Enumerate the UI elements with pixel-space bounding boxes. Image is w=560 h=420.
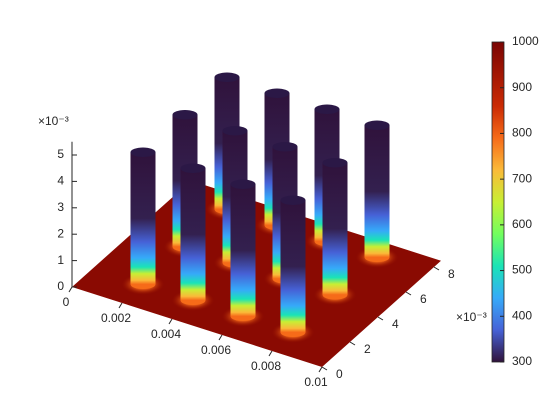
- y-exponent: ×10⁻³: [456, 310, 487, 324]
- z-tick-label: 0: [57, 279, 64, 293]
- colorbar-tick-label: 900: [512, 80, 532, 94]
- x-tick-label: 0.006: [201, 343, 231, 357]
- colorbar-tick-label: 700: [512, 171, 532, 185]
- z-tick-label: 4: [57, 174, 64, 188]
- z-tick-label: 2: [57, 226, 64, 240]
- pin-top: [364, 120, 390, 130]
- y-tick: [321, 366, 328, 371]
- z-tick-label: 1: [57, 253, 64, 267]
- colorbar-tick-label: 1000: [512, 34, 539, 48]
- pin-top: [222, 126, 248, 136]
- colorbar-tick-label: 600: [512, 217, 532, 231]
- x-tick: [118, 302, 123, 309]
- x-tick-label: 0.002: [101, 311, 131, 325]
- x-tick: [218, 334, 223, 341]
- plot-area: [72, 72, 441, 367]
- pin-top: [130, 147, 156, 157]
- pin-top: [172, 110, 198, 120]
- pin-body: [280, 200, 306, 333]
- x-tick-label: 0: [63, 295, 70, 309]
- y-tick-label: 0: [336, 367, 343, 381]
- pin-body: [322, 162, 348, 295]
- x-tick-label: 0.008: [251, 359, 281, 373]
- x-tick-label: 0.01: [304, 375, 328, 389]
- pin: [280, 195, 306, 337]
- y-tick-label: 6: [420, 292, 427, 306]
- y-tick: [405, 291, 412, 296]
- x-tick: [168, 318, 173, 325]
- y-tick-label: 2: [364, 342, 371, 356]
- x-tick: [318, 366, 323, 373]
- colorbar-tick-label: 400: [512, 308, 532, 322]
- y-tick-label: 4: [392, 317, 399, 331]
- colorbar-tick-label: 800: [512, 126, 532, 140]
- base-plate: [72, 180, 441, 367]
- z-tick-label: 5: [57, 147, 64, 161]
- pin: [322, 158, 348, 300]
- x-tick: [68, 286, 73, 293]
- pin: [180, 163, 206, 305]
- pin-top: [214, 72, 240, 82]
- pin: [130, 147, 156, 289]
- y-tick: [349, 341, 356, 346]
- x-tick-label: 0.004: [151, 327, 181, 341]
- y-tick: [377, 316, 384, 321]
- x-tick: [268, 350, 273, 357]
- pin-top: [314, 104, 340, 114]
- colorbar-tick-label: 300: [512, 354, 532, 368]
- pin-top: [264, 88, 290, 98]
- y-tick: [433, 266, 440, 271]
- pin-body: [230, 184, 256, 317]
- pin-body: [130, 152, 156, 285]
- colorbar-tick-label: 500: [512, 263, 532, 277]
- pin-top: [280, 195, 306, 205]
- pin-top: [322, 158, 348, 168]
- z-exponent: ×10⁻³: [38, 114, 69, 128]
- pin: [230, 179, 256, 321]
- pin-top: [272, 142, 298, 152]
- z-tick-label: 3: [57, 200, 64, 214]
- pin: [364, 120, 390, 262]
- colorbar: [491, 41, 505, 363]
- pin-top: [230, 179, 256, 189]
- pin-body: [180, 168, 206, 301]
- y-tick-label: 8: [448, 267, 455, 281]
- pin-top: [180, 163, 206, 173]
- pin-body: [364, 125, 390, 258]
